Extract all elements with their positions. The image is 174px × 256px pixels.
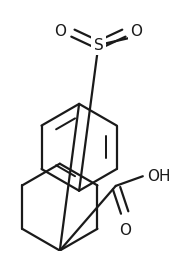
Text: O: O bbox=[55, 24, 67, 39]
Text: O: O bbox=[130, 24, 142, 39]
Text: O: O bbox=[119, 222, 131, 238]
Text: OH: OH bbox=[147, 169, 170, 184]
Text: S: S bbox=[94, 38, 103, 52]
